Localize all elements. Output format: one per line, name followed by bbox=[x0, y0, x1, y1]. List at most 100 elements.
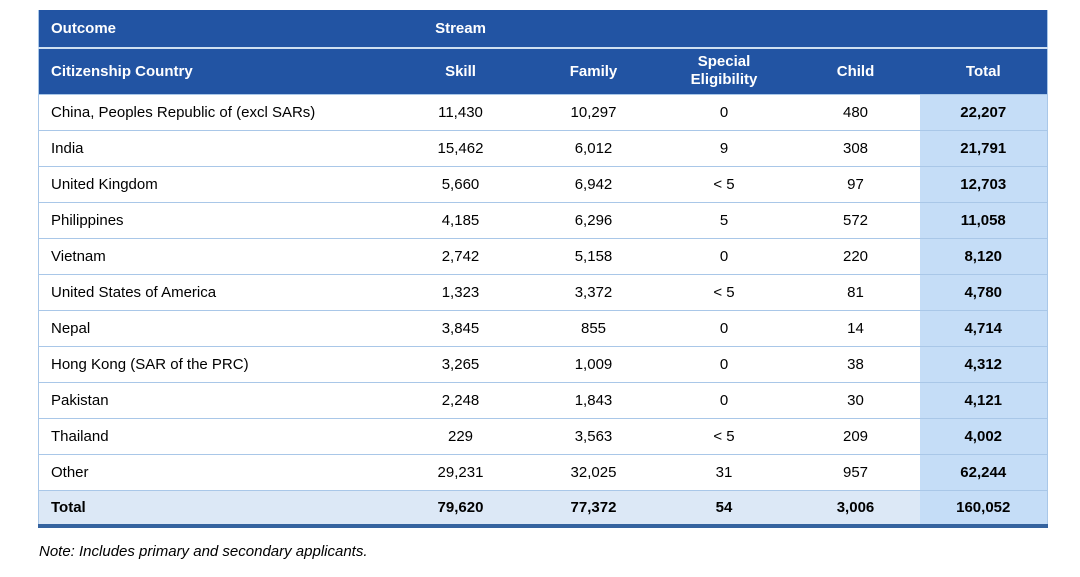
cell-country: United States of America bbox=[38, 273, 391, 310]
cell-total: 21,791 bbox=[919, 129, 1048, 166]
header-spacer bbox=[530, 10, 657, 49]
cell-family: 3,563 bbox=[530, 417, 657, 454]
column-header-family: Family bbox=[530, 48, 657, 94]
cell-skill: 4,185 bbox=[390, 201, 531, 238]
cell-total: 8,120 bbox=[919, 237, 1048, 274]
cell-country: China, Peoples Republic of (excl SARs) bbox=[38, 93, 391, 130]
cell-skill: 5,660 bbox=[390, 165, 531, 202]
cell-skill: 3,845 bbox=[390, 309, 531, 346]
column-header-special-eligibility-label: Special Eligibility bbox=[690, 52, 758, 89]
cell-family: 1,009 bbox=[530, 345, 657, 382]
cell-total: 11,058 bbox=[919, 201, 1048, 238]
cell-total: 12,703 bbox=[919, 165, 1048, 202]
cell-child: 209 bbox=[791, 417, 920, 454]
report-page: Outcome Stream Citizenship Country Skill… bbox=[38, 10, 1048, 560]
cell-total: 4,312 bbox=[919, 345, 1048, 382]
cell-total: 4,002 bbox=[919, 417, 1048, 454]
table-row: Other 29,231 32,025 31 957 62,244 bbox=[38, 453, 1048, 490]
cell-special-eligibility: 31 bbox=[656, 453, 792, 490]
table-row: Nepal 3,845 855 0 14 4,714 bbox=[38, 309, 1048, 346]
cell-country: Hong Kong (SAR of the PRC) bbox=[38, 345, 391, 382]
footnote: Note: Includes primary and secondary app… bbox=[39, 543, 368, 560]
table-body: China, Peoples Republic of (excl SARs) 1… bbox=[38, 93, 1048, 490]
outcome-stream-header-row: Outcome Stream bbox=[38, 10, 1048, 49]
cell-country: United Kingdom bbox=[38, 165, 391, 202]
cell-country: Nepal bbox=[38, 309, 391, 346]
header-spacer bbox=[791, 10, 920, 49]
cell-skill: 15,462 bbox=[390, 129, 531, 166]
table-row: Vietnam 2,742 5,158 0 220 8,120 bbox=[38, 237, 1048, 274]
total-row: Total 79,620 77,372 54 3,006 160,052 bbox=[38, 489, 1048, 528]
cell-family: 32,025 bbox=[530, 453, 657, 490]
cell-country: Pakistan bbox=[38, 381, 391, 418]
cell-skill: 3,265 bbox=[390, 345, 531, 382]
cell-child: 97 bbox=[791, 165, 920, 202]
cell-country: Thailand bbox=[38, 417, 391, 454]
total-cell-child: 3,006 bbox=[791, 489, 920, 528]
cell-country: Vietnam bbox=[38, 237, 391, 274]
table-row: Pakistan 2,248 1,843 0 30 4,121 bbox=[38, 381, 1048, 418]
total-cell-skill: 79,620 bbox=[390, 489, 531, 528]
cell-total: 4,714 bbox=[919, 309, 1048, 346]
cell-skill: 11,430 bbox=[390, 93, 531, 130]
column-header-special-eligibility: Special Eligibility bbox=[656, 48, 792, 94]
table-header: Outcome Stream Citizenship Country Skill… bbox=[38, 10, 1048, 94]
citizenship-stream-table: Outcome Stream Citizenship Country Skill… bbox=[38, 10, 1048, 528]
cell-child: 14 bbox=[791, 309, 920, 346]
cell-special-eligibility: 0 bbox=[656, 93, 792, 130]
column-header-row: Citizenship Country Skill Family Special… bbox=[38, 48, 1048, 94]
cell-special-eligibility: 9 bbox=[656, 129, 792, 166]
cell-total: 4,780 bbox=[919, 273, 1048, 310]
cell-total: 4,121 bbox=[919, 381, 1048, 418]
table-row: China, Peoples Republic of (excl SARs) 1… bbox=[38, 93, 1048, 130]
cell-skill: 29,231 bbox=[390, 453, 531, 490]
stream-header-label: Stream bbox=[390, 10, 531, 49]
cell-skill: 2,248 bbox=[390, 381, 531, 418]
total-cell-grand-total: 160,052 bbox=[919, 489, 1048, 528]
table-row: Hong Kong (SAR of the PRC) 3,265 1,009 0… bbox=[38, 345, 1048, 382]
cell-special-eligibility: < 5 bbox=[656, 273, 792, 310]
cell-country: India bbox=[38, 129, 391, 166]
table-row: United Kingdom 5,660 6,942 < 5 97 12,703 bbox=[38, 165, 1048, 202]
total-cell-family: 77,372 bbox=[530, 489, 657, 528]
cell-total: 62,244 bbox=[919, 453, 1048, 490]
cell-skill: 2,742 bbox=[390, 237, 531, 274]
cell-special-eligibility: 0 bbox=[656, 309, 792, 346]
cell-family: 5,158 bbox=[530, 237, 657, 274]
column-header-total: Total bbox=[919, 48, 1048, 94]
cell-special-eligibility: 0 bbox=[656, 381, 792, 418]
column-header-skill: Skill bbox=[390, 48, 531, 94]
cell-child: 220 bbox=[791, 237, 920, 274]
header-spacer bbox=[919, 10, 1048, 49]
table-row: United States of America 1,323 3,372 < 5… bbox=[38, 273, 1048, 310]
cell-child: 308 bbox=[791, 129, 920, 166]
cell-child: 38 bbox=[791, 345, 920, 382]
table-row: Philippines 4,185 6,296 5 572 11,058 bbox=[38, 201, 1048, 238]
cell-family: 6,012 bbox=[530, 129, 657, 166]
cell-family: 6,942 bbox=[530, 165, 657, 202]
cell-special-eligibility: < 5 bbox=[656, 417, 792, 454]
cell-child: 480 bbox=[791, 93, 920, 130]
cell-skill: 229 bbox=[390, 417, 531, 454]
cell-family: 6,296 bbox=[530, 201, 657, 238]
cell-country: Other bbox=[38, 453, 391, 490]
cell-child: 572 bbox=[791, 201, 920, 238]
cell-special-eligibility: 5 bbox=[656, 201, 792, 238]
outcome-header-label: Outcome bbox=[38, 10, 391, 49]
cell-country: Philippines bbox=[38, 201, 391, 238]
total-row-label: Total bbox=[38, 489, 391, 528]
cell-skill: 1,323 bbox=[390, 273, 531, 310]
total-cell-special-eligibility: 54 bbox=[656, 489, 792, 528]
table-row: Thailand 229 3,563 < 5 209 4,002 bbox=[38, 417, 1048, 454]
cell-special-eligibility: < 5 bbox=[656, 165, 792, 202]
cell-special-eligibility: 0 bbox=[656, 345, 792, 382]
cell-total: 22,207 bbox=[919, 93, 1048, 130]
cell-family: 1,843 bbox=[530, 381, 657, 418]
cell-family: 10,297 bbox=[530, 93, 657, 130]
cell-family: 855 bbox=[530, 309, 657, 346]
table-row: India 15,462 6,012 9 308 21,791 bbox=[38, 129, 1048, 166]
column-header-child: Child bbox=[791, 48, 920, 94]
column-header-citizenship-country: Citizenship Country bbox=[38, 48, 391, 94]
cell-child: 957 bbox=[791, 453, 920, 490]
table-footer: Total 79,620 77,372 54 3,006 160,052 bbox=[38, 489, 1048, 528]
